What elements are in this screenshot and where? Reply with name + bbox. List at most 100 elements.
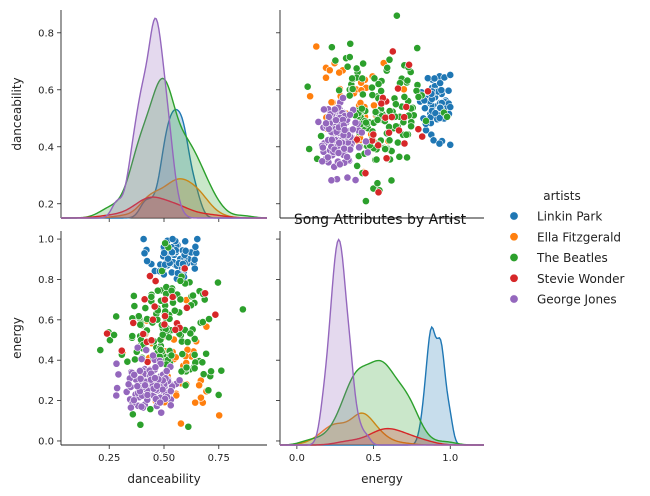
scatter-point-stevie-wonder — [388, 47, 397, 56]
scatter-danceability-vs-energy — [96, 235, 247, 431]
scatter-point-george-jones — [334, 149, 343, 157]
scatter-point-george-jones — [318, 157, 327, 166]
scatter-point-stevie-wonder — [161, 312, 169, 320]
scatter-point-stevie-wonder — [369, 130, 378, 139]
scatter-point-the-beatles — [358, 74, 367, 83]
scatter-point-the-beatles — [331, 56, 340, 65]
scatter-point-the-beatles — [345, 53, 354, 61]
scatter-energy-vs-danceability — [303, 11, 455, 206]
scatter-point-the-beatles — [106, 336, 114, 345]
scatter-point-the-beatles — [158, 330, 167, 339]
scatter-point-george-jones — [320, 105, 328, 114]
legend-label-george-jones: George Jones — [537, 293, 617, 307]
scatter-point-george-jones — [343, 153, 352, 161]
scatter-point-the-beatles — [214, 390, 223, 399]
scatter-point-stevie-wonder — [139, 330, 148, 338]
scatter-point-linkin-park — [421, 104, 429, 113]
x-tick-label: 0.25 — [98, 453, 120, 464]
scatter-point-ella-fitzgerald — [215, 411, 224, 420]
scatter-point-stevie-wonder — [150, 302, 159, 311]
scatter-point-stevie-wonder — [385, 128, 393, 137]
scatter-point-george-jones — [136, 366, 144, 375]
scatter-point-linkin-park — [181, 246, 190, 255]
scatter-point-the-beatles — [214, 278, 222, 287]
scatter-point-george-jones — [149, 351, 157, 360]
scatter-point-the-beatles — [403, 153, 411, 162]
row0-yticks: 0.2 0.4 0.6 0.8 — [38, 28, 61, 210]
scatter-point-the-beatles — [362, 118, 370, 127]
kde-line-the-beatles — [61, 77, 268, 219]
scatter-point-george-jones — [362, 137, 370, 146]
scatter-point-the-beatles — [414, 93, 423, 101]
scatter-point-george-jones — [346, 110, 354, 119]
scatter-point-george-jones — [324, 113, 333, 121]
scatter-point-the-beatles — [183, 338, 192, 347]
scatter-point-george-jones — [112, 359, 121, 368]
scatter-point-stevie-wonder — [160, 320, 169, 329]
kde-fill-ella-fitzgerald — [61, 178, 267, 218]
scatter-point-stevie-wonder — [377, 99, 386, 108]
scatter-point-george-jones — [323, 153, 332, 162]
scatter-point-the-beatles — [186, 329, 195, 338]
scatter-point-the-beatles — [128, 410, 137, 419]
scatter-point-george-jones — [327, 176, 336, 185]
scatter-point-the-beatles — [352, 64, 361, 73]
row1-yticks: 0.0 0.2 0.4 0.6 0.8 1.0 — [38, 235, 61, 447]
scatter-point-the-beatles — [368, 83, 376, 92]
x-axis-title-energy: energy — [361, 472, 403, 486]
legend-marker-george-jones — [509, 294, 519, 304]
scatter-point-george-jones — [162, 367, 171, 375]
legend-label-ella-fitzgerald: Ella Fitzgerald — [537, 230, 621, 244]
scatter-point-ella-fitzgerald — [197, 393, 205, 402]
scatter-point-the-beatles — [178, 350, 187, 358]
scatter-point-george-jones — [142, 346, 151, 354]
y-tick-label: 0.4 — [38, 142, 54, 153]
scatter-point-the-beatles — [387, 176, 396, 185]
scatter-point-the-beatles — [96, 346, 105, 354]
kde-line-stevie-wonder — [60, 196, 267, 219]
scatter-point-linkin-park — [429, 136, 438, 145]
y-tick-label: 0.8 — [38, 275, 54, 286]
scatter-point-the-beatles — [335, 86, 344, 95]
y-tick-label: 0.8 — [38, 28, 54, 39]
scatter-point-linkin-park — [168, 235, 177, 243]
scatter-point-stevie-wonder — [418, 132, 427, 141]
scatter-point-the-beatles — [395, 152, 404, 161]
scatter-point-the-beatles — [348, 74, 356, 83]
scatter-point-the-beatles — [400, 93, 409, 101]
scatter-point-the-beatles — [238, 305, 247, 314]
x-tick-label: 0.0 — [289, 453, 305, 464]
scatter-point-george-jones — [339, 94, 347, 102]
scatter-point-the-beatles — [128, 332, 137, 341]
scatter-point-linkin-park — [444, 86, 453, 95]
scatter-point-george-jones — [319, 143, 327, 152]
scatter-point-ella-fitzgerald — [177, 419, 185, 428]
scatter-point-george-jones — [113, 384, 122, 393]
scatter-point-linkin-park — [193, 235, 202, 243]
scatter-point-the-beatles — [368, 91, 377, 99]
scatter-point-george-jones — [136, 374, 145, 383]
scatter-point-george-jones — [314, 118, 323, 126]
scatter-point-stevie-wonder — [394, 84, 402, 93]
scatter-point-george-jones — [156, 398, 165, 407]
scatter-point-the-beatles — [371, 108, 380, 116]
scatter-point-the-beatles — [317, 132, 325, 140]
chart-title: Song Attributes by Artist — [294, 212, 467, 228]
scatter-point-george-jones — [130, 396, 138, 405]
scatter-point-the-beatles — [161, 239, 170, 248]
scatter-point-george-jones — [114, 370, 123, 379]
kde-line-the-beatles — [279, 359, 484, 446]
scatter-point-stevie-wonder — [382, 154, 391, 163]
scatter-point-the-beatles — [146, 405, 155, 414]
scatter-point-the-beatles — [207, 367, 215, 376]
scatter-point-linkin-park — [446, 71, 455, 79]
scatter-point-george-jones — [133, 382, 142, 391]
scatter-point-the-beatles — [362, 197, 370, 206]
scatter-point-the-beatles — [167, 351, 176, 360]
scatter-point-the-beatles — [303, 82, 312, 91]
scatter-point-george-jones — [355, 143, 363, 152]
scatter-point-george-jones — [332, 116, 340, 125]
scatter-point-the-beatles — [407, 122, 415, 131]
scatter-point-ella-fitzgerald — [370, 101, 378, 110]
scatter-point-stevie-wonder — [387, 113, 396, 121]
